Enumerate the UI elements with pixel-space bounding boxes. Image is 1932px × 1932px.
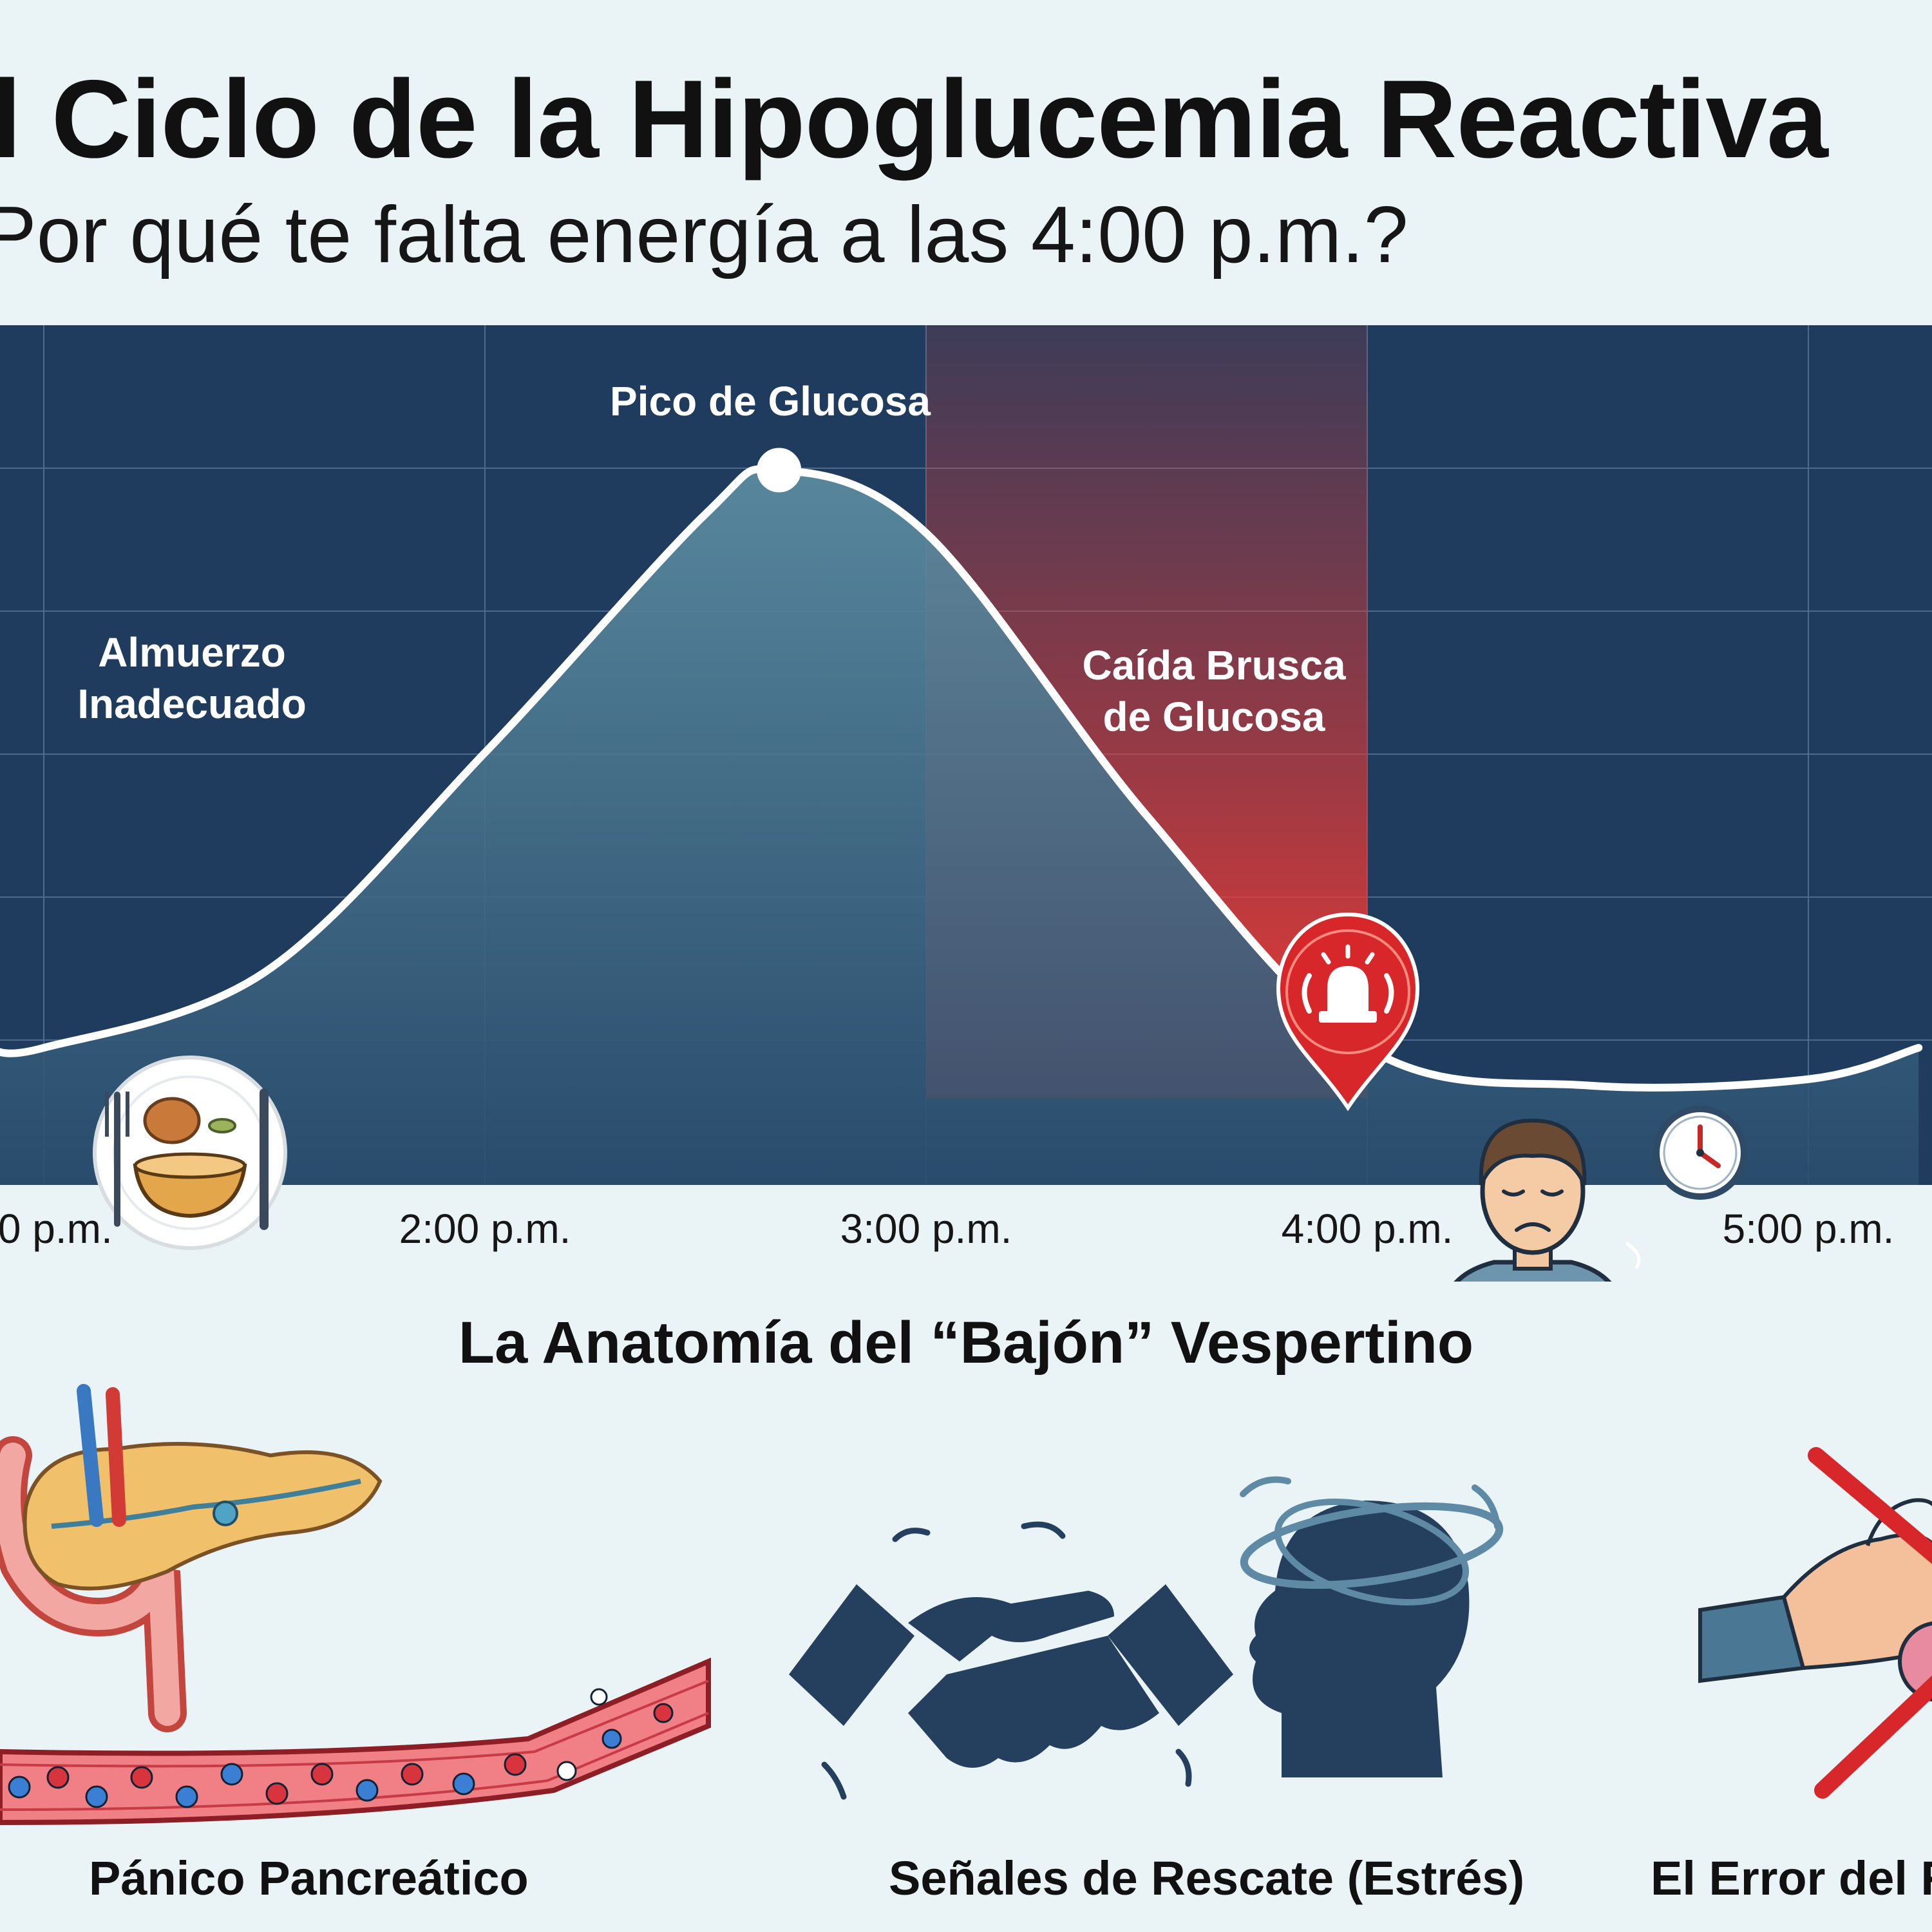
section-pancreatic-panic: Pánico Pancreático [0, 1378, 715, 1932]
clock-icon [1653, 1106, 1747, 1200]
pancreas-icon [0, 1384, 383, 1732]
tired-person-icon [1454, 1118, 1641, 1282]
glucose-chart: 00 p.m. 2:00 p.m. 3:00 p.m. 4:00 p.m. 5:00 p… [0, 325, 1932, 1282]
x-tick-label: 5:00 p.m. [1723, 1206, 1895, 1252]
annotation-peak: Pico de Glucosa [610, 378, 931, 424]
glucose-area [0, 469, 1919, 1185]
subtitle: Por qué te falta energía a las 4:00 p.m.… [0, 191, 1408, 279]
annotation-drop-line1: Caída Brusca [1082, 642, 1345, 688]
error-illustration [1698, 1447, 1932, 1799]
annotation-lunch-line1: Almuerzo [98, 629, 286, 676]
main-title: l Ciclo de la Hipoglucemia Reactiva [0, 57, 1828, 181]
section-label: Pánico Pancreático [89, 1852, 529, 1905]
x-tick-label: 2:00 p.m. [399, 1206, 571, 1252]
pancreas-illustration [0, 1384, 711, 1826]
glucose-line [0, 465, 1923, 1092]
x-tick-label: 00 p.m. [0, 1206, 113, 1252]
section-label: Señales de Rescate (Estrés) [889, 1852, 1525, 1905]
plate-icon [93, 1056, 287, 1250]
section-error: El Error del R [1636, 1378, 1932, 1932]
section-rescue-signals: Señales de Rescate (Estrés) [715, 1378, 1636, 1932]
annotation-lunch-line2: Inadecuado [77, 681, 307, 727]
blood-vessel-icon [0, 1657, 711, 1826]
peak-point [757, 448, 802, 493]
anatomy-title: La Anatomía del “Bajón” Vespertino [458, 1310, 1474, 1376]
stress-illustration [789, 1476, 1504, 1800]
annotation-drop-line2: de Glucosa [1103, 694, 1325, 740]
shaking-hands-icon [789, 1521, 1233, 1800]
section-label: El Error del R [1651, 1852, 1932, 1905]
x-tick-label: 3:00 p.m. [840, 1206, 1012, 1252]
x-tick-label: 4:00 p.m. [1282, 1206, 1454, 1252]
dizzy-head-icon [1240, 1476, 1504, 1777]
cross-icon [1808, 1447, 1932, 1799]
alarm-icon [1276, 912, 1420, 1112]
